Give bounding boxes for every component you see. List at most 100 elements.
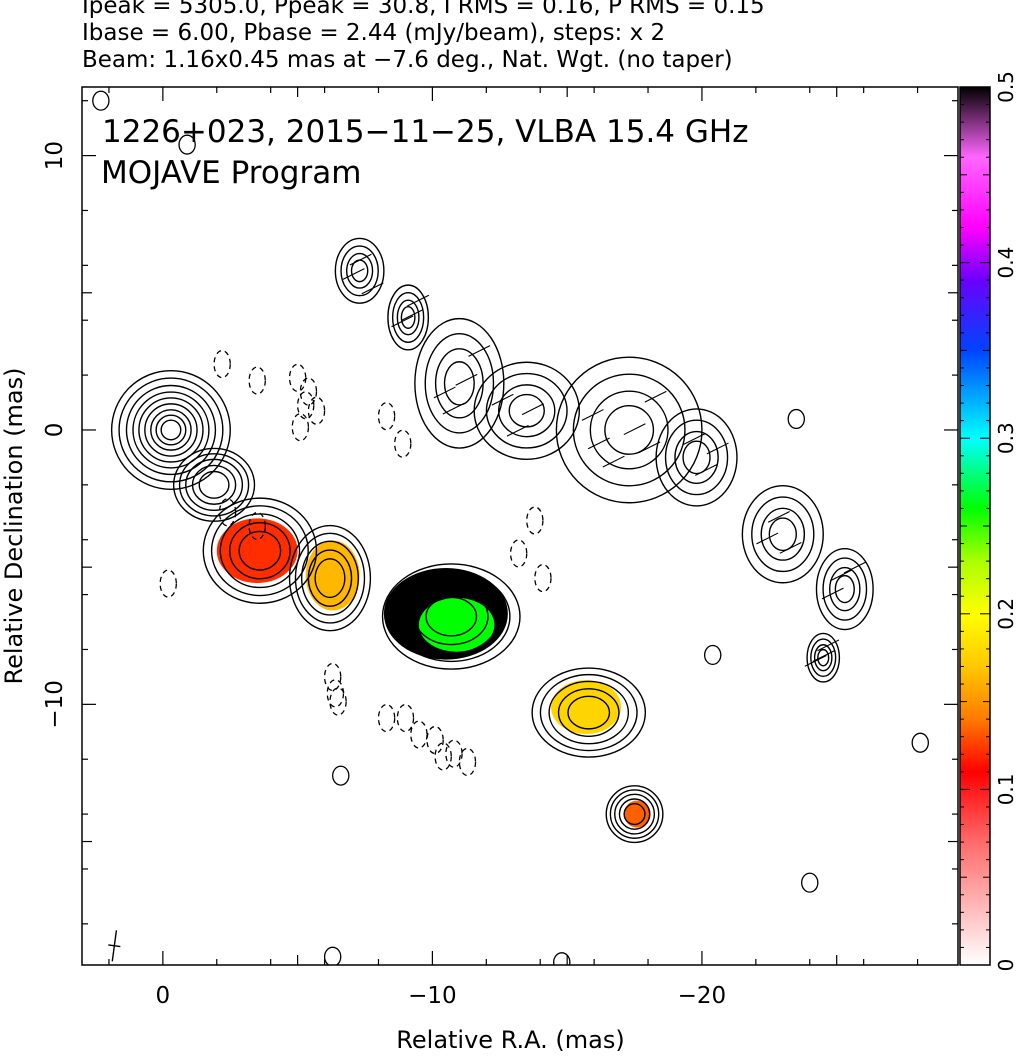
main-jet-contour-level <box>402 579 501 655</box>
evpa-tick <box>602 455 625 468</box>
evpa-tick <box>361 282 384 295</box>
negative-contour <box>248 366 266 395</box>
upper-jet-contour-level <box>589 390 669 470</box>
upper-jet-contour-level <box>682 440 711 475</box>
colorbar-tick-label: 0.3 <box>994 422 1018 454</box>
y-tick-label: 10 <box>42 141 68 170</box>
upper-jet-contour-level <box>345 252 374 289</box>
negative-contour <box>526 506 544 535</box>
upper-jet-contour-level <box>674 430 719 484</box>
main-jet-contour-level <box>391 570 511 663</box>
evpa-tick <box>521 403 544 416</box>
header-peak-stats: Ipeak = 5305.0, Ppeak = 30.8, I RMS = 0.… <box>82 0 765 19</box>
main-jet-contour-level <box>609 789 660 839</box>
main-jet-contour-level <box>307 549 353 607</box>
axis-tick-marks <box>82 87 958 965</box>
negative-contour <box>296 391 315 420</box>
negative-contour <box>509 539 528 568</box>
evpa-tick <box>767 510 790 523</box>
y-tick-label: 0 <box>42 423 68 438</box>
isolated-contour <box>178 134 196 155</box>
negative-contour <box>288 363 307 392</box>
chart-subtitle: MOJAVE Program <box>101 155 361 191</box>
axis-tick-labels: 0 −10 −20 10 0 −10 <box>42 141 726 1009</box>
chart-title: 1226+023, 2015−11−25, VLBA 15.4 GHz <box>102 114 748 150</box>
negative-contour <box>299 377 318 406</box>
evpa-tick <box>821 587 844 600</box>
isolated-contour <box>801 872 819 893</box>
evpa-tick <box>468 345 491 357</box>
upper-jet-contour <box>387 284 430 351</box>
upper-jet-contour-level <box>424 333 495 434</box>
evpa-tick <box>817 639 840 652</box>
header-beam-info: Beam: 1.16x0.45 mas at −7.6 deg., Nat. W… <box>82 47 733 73</box>
upper-jet-contour-level <box>340 245 379 297</box>
upper-jet-contour-level <box>485 372 568 449</box>
isolated-contour <box>323 946 342 965</box>
colorbar-tick-label: 0.2 <box>994 598 1018 630</box>
negative-contour <box>394 429 412 458</box>
upper-jet-contour-level <box>396 299 420 336</box>
evpa-tick <box>756 532 779 545</box>
upper-jet-contour-level <box>604 405 655 455</box>
evpa-tick <box>587 437 610 450</box>
polarization-patch <box>550 680 622 735</box>
evpa-tick <box>804 654 827 667</box>
evpa-tick <box>455 373 478 386</box>
upper-jet-contour <box>741 485 824 584</box>
main-jet-contour-level <box>198 470 230 499</box>
upper-jet-contour <box>473 361 580 460</box>
evpa-tick <box>401 309 424 321</box>
evpa-tick <box>342 268 365 280</box>
main-jet-contour-level <box>300 540 359 616</box>
upper-jet-contour-level <box>508 393 545 428</box>
upper-jet-contour-level <box>443 361 475 406</box>
negative-contour <box>445 739 463 768</box>
colorbar-tick-label: 0.5 <box>994 71 1018 103</box>
evpa-tick <box>683 433 706 445</box>
main-jet-contour-level <box>178 453 250 517</box>
main-jet-contour <box>381 563 521 670</box>
isolated-contour <box>553 952 571 965</box>
evpa-tick <box>843 561 866 574</box>
evpa-tick <box>812 650 835 663</box>
main-jet-contour-level <box>618 798 651 830</box>
main-jet-contour-level <box>210 505 309 597</box>
upper-jet-contour-level <box>834 574 855 604</box>
negative-contour <box>396 703 415 733</box>
main-jet-contour-level <box>118 377 224 483</box>
main-jet-contour-level <box>191 464 237 505</box>
evpa-tick <box>581 409 604 421</box>
y-axis-label: Relative Declination (mas) <box>0 367 28 684</box>
negative-contour <box>218 498 237 527</box>
negative-contour <box>213 349 231 379</box>
colorbar-tick-label: 0 <box>994 959 1018 972</box>
x-tick-label: −20 <box>678 983 727 1009</box>
upper-jet-contour <box>655 408 738 507</box>
main-jet-contour-level <box>160 419 182 441</box>
negative-contour <box>426 725 444 755</box>
main-jet-contour-level <box>138 397 204 463</box>
main-jet-contour-level <box>413 587 489 646</box>
main-jet-contour <box>288 524 372 632</box>
main-jet-contour-level <box>314 558 346 599</box>
main-jet-contour-level <box>548 680 630 745</box>
negative-contour <box>410 720 428 749</box>
evpa-tick <box>491 393 514 406</box>
main-jet-contour-level <box>614 793 656 835</box>
main-jet-contour <box>605 785 664 844</box>
negative-contour <box>323 662 342 692</box>
main-jet-contour <box>110 369 231 490</box>
polarization-patch <box>305 540 360 611</box>
header-base-levels: Ibase = 6.00, Pbase = 2.44 (mJy/beam), s… <box>82 20 666 46</box>
evpa-tick <box>349 253 372 266</box>
evpa-tick <box>779 542 802 554</box>
main-jet-contour-level <box>623 803 646 826</box>
upper-jet-contour <box>815 547 874 631</box>
fractional-polarization-image <box>216 518 651 828</box>
upper-jet-contour-level <box>822 557 868 621</box>
colorbar-tick-label: 0.4 <box>994 247 1018 279</box>
upper-jet-contour-level <box>828 566 861 612</box>
evpa-ticks <box>342 253 866 667</box>
